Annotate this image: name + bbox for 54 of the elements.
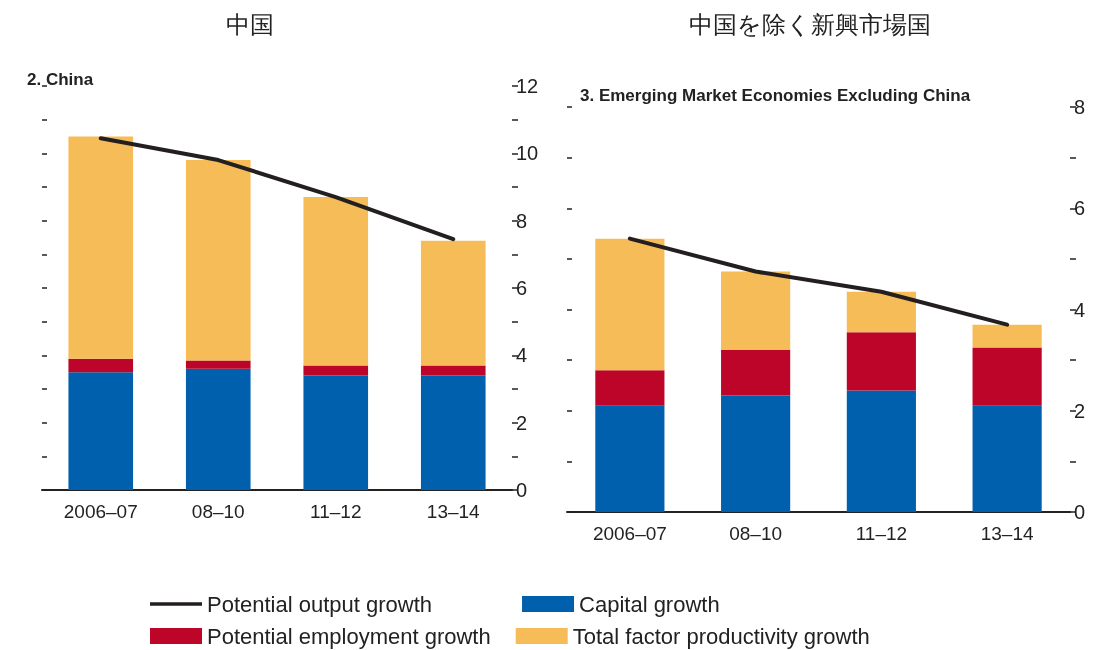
bar: [420, 365, 486, 376]
bar: [721, 395, 791, 512]
x-tick-label: 2006–07: [63, 501, 138, 522]
bar: [846, 291, 916, 333]
bar: [972, 347, 1042, 406]
bar: [68, 136, 134, 359]
y-tick-label: 0: [516, 479, 528, 501]
bar: [303, 365, 369, 376]
bar: [595, 405, 665, 512]
bar: [185, 360, 251, 369]
legend-label: Potential employment growth: [207, 623, 491, 649]
y-tick-label: 4: [516, 344, 528, 367]
x-tick-label: 08–10: [729, 523, 783, 544]
bar: [595, 238, 665, 371]
x-tick-label: 13–14: [426, 501, 481, 522]
legend-label: Capital growth: [579, 591, 720, 617]
bar: [595, 370, 665, 406]
legend-label: Total factor productivity growth: [572, 623, 870, 649]
line-series: [98, 136, 456, 242]
y-tick-label: 2: [1074, 399, 1086, 422]
bar: [972, 405, 1042, 512]
bar: [185, 368, 251, 490]
x-tick-label: 11–12: [855, 523, 908, 544]
x-tick-label: 13–14: [980, 523, 1034, 544]
x-tick-label: 11–12: [310, 501, 362, 522]
y-tick-label: 6: [1074, 197, 1086, 220]
bar: [721, 350, 791, 396]
chart-title: 中国: [226, 11, 274, 39]
bar: [420, 240, 486, 366]
chart-subtitle: 2. China: [27, 70, 94, 89]
bar: [68, 372, 134, 490]
bar: [420, 375, 486, 490]
line-series: [627, 236, 1010, 327]
bar: [846, 332, 916, 391]
y-tick-label: 6: [516, 277, 528, 299]
y-tick-label: 2: [516, 411, 528, 434]
bar: [721, 271, 791, 350]
x-tick-label: 08–10: [191, 501, 245, 522]
bar: [846, 390, 916, 512]
y-tick-label: 0: [1074, 501, 1086, 523]
chart-subtitle: 3. Emerging Market Economies Excluding China: [580, 86, 971, 105]
bar: [303, 375, 369, 490]
legend-label: Potential output growth: [207, 591, 433, 617]
x-tick-label: 2006–07: [592, 523, 667, 544]
y-tick-label: 4: [1074, 298, 1086, 321]
y-tick-label: 8: [516, 209, 528, 232]
bar: [303, 197, 369, 366]
y-tick-label: 10: [516, 142, 539, 165]
y-tick-label: 8: [1074, 96, 1086, 118]
chart-title: 中国を除く新興市場国: [689, 11, 931, 39]
y-tick-label: 12: [516, 75, 539, 97]
bar: [972, 324, 1042, 348]
bar: [68, 358, 134, 373]
bar: [185, 160, 251, 361]
